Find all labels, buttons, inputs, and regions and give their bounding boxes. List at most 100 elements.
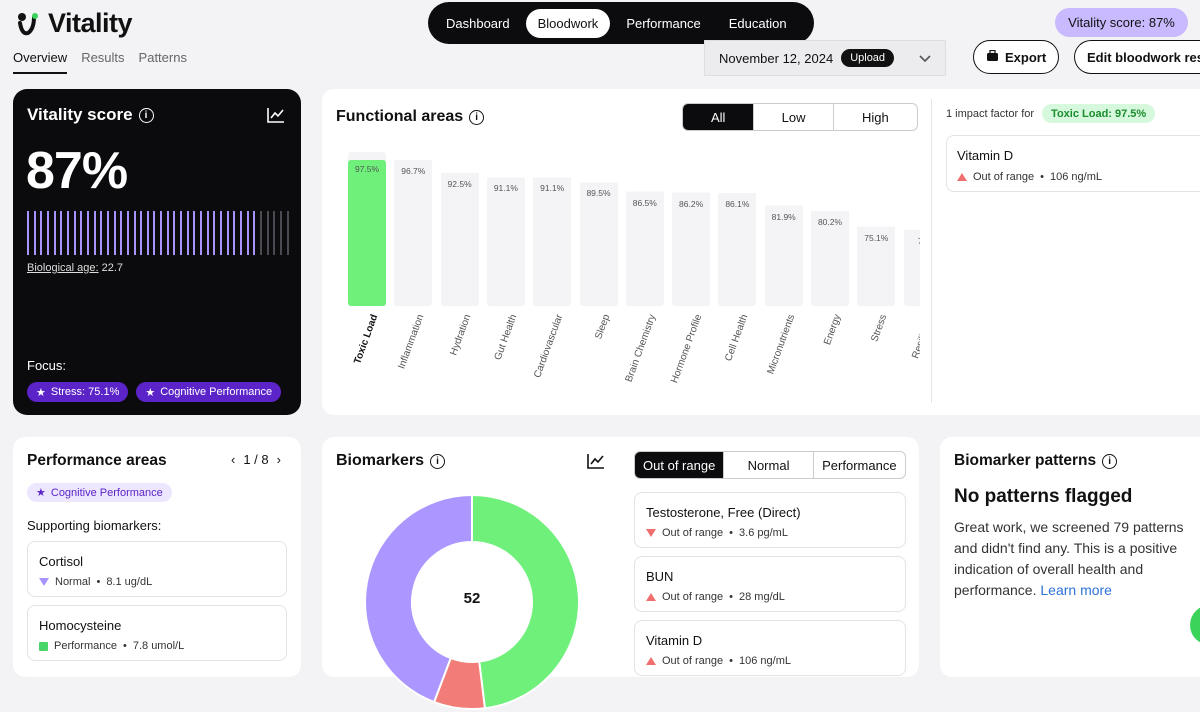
date-select[interactable]: November 12, 2024 Upload <box>704 40 946 76</box>
biomarker-meta: Out of range • 28 mg/dL <box>646 591 785 603</box>
bar-value-label: 96.7% <box>401 166 426 177</box>
biomarker-value: 3.6 pg/mL <box>739 527 788 539</box>
chat-launcher-icon[interactable] <box>1190 605 1200 645</box>
bar[interactable]: 86.2% <box>672 152 711 306</box>
factor-meta: Out of range • 106 ng/mL <box>957 171 1102 183</box>
bar-category-label: Energy <box>822 313 844 347</box>
bar[interactable]: 80.2% <box>811 152 849 306</box>
score-tick <box>53 211 56 255</box>
tab-patterns[interactable]: Patterns <box>138 50 187 65</box>
filter-all[interactable]: All <box>683 104 755 130</box>
bar-value-label: 92.5% <box>447 179 472 190</box>
patterns-heading: No patterns flagged <box>954 486 1133 507</box>
biomarker-filter: Out of range Normal Performance <box>634 451 906 479</box>
score-tick <box>253 211 256 255</box>
nav-bloodwork[interactable]: Bloodwork <box>525 8 611 38</box>
biomarker-row[interactable]: Vitamin D Out of range • 106 ng/mL <box>634 620 906 676</box>
bar-track[interactable]: 97.5% <box>348 152 386 306</box>
performance-tag-label: Cognitive Performance <box>50 486 163 499</box>
bar[interactable]: 86.5% <box>625 152 664 306</box>
performance-title: Performance areas <box>27 452 167 469</box>
bio-age-label[interactable]: Biological age: <box>27 262 99 274</box>
biomarker-name: Cortisol <box>39 554 84 569</box>
bar[interactable]: 81.9% <box>764 152 803 306</box>
biomarker-row[interactable]: Testosterone, Free (Direct) Out of range… <box>634 492 906 548</box>
tab-overview[interactable]: Overview <box>13 50 68 74</box>
brand-logo[interactable]: Vitality <box>14 8 133 39</box>
bar[interactable]: 91.1% <box>533 152 572 306</box>
biomarkers-title-text: Biomarkers <box>336 452 425 469</box>
score-tick <box>66 211 69 255</box>
bar-value-label: 86.5% <box>632 197 657 208</box>
info-icon[interactable]: i <box>430 453 446 469</box>
learn-more-link[interactable]: Learn more <box>1040 582 1112 598</box>
nav-dashboard[interactable]: Dashboard <box>446 15 510 31</box>
info-icon[interactable]: i <box>469 109 485 125</box>
patterns-title: Biomarker patterns i <box>954 452 1118 470</box>
focus-tag-label: Cognitive Performance <box>160 386 273 398</box>
factor-value: 106 ng/mL <box>1050 171 1102 183</box>
focus-tag-cognitive[interactable]: ★ Cognitive Performance <box>136 382 282 402</box>
score-tick <box>173 211 176 255</box>
info-icon[interactable]: i <box>138 107 154 123</box>
bar[interactable]: 91.1% <box>486 152 525 306</box>
bar-value-label: 81.9% <box>771 211 796 222</box>
bar-category-label: Cardiovascular <box>532 313 566 380</box>
bar[interactable]: 75.1% <box>857 152 896 306</box>
export-button[interactable]: Export <box>973 40 1060 74</box>
nav-performance[interactable]: Performance <box>626 15 701 31</box>
filter-high[interactable]: High <box>861 109 889 125</box>
bar-category-label: Gut Health <box>492 313 520 362</box>
tab-results[interactable]: Results <box>81 50 125 65</box>
info-icon[interactable]: i <box>1102 453 1118 469</box>
tab-out-of-range[interactable]: Out of range <box>635 452 725 478</box>
bar[interactable]: 86.1% <box>718 152 757 306</box>
vitality-title-text: Vitality score <box>27 105 133 124</box>
score-tick <box>80 211 83 255</box>
filter-low[interactable]: Low <box>754 104 834 130</box>
tab-normal[interactable]: Normal <box>724 452 814 478</box>
vitality-score-pill[interactable]: Vitality score: 87% <box>1055 8 1188 37</box>
donut-segment-performance[interactable] <box>364 493 473 704</box>
score-tick <box>113 211 116 255</box>
score-tick <box>279 211 282 255</box>
score-tick <box>126 211 129 255</box>
edit-bloodwork-button[interactable]: Edit bloodwork results <box>1074 40 1200 74</box>
functional-title-text: Functional areas <box>336 108 464 125</box>
score-tick <box>46 211 49 255</box>
bar[interactable]: 89.5% <box>579 152 618 306</box>
bullet: • <box>122 640 127 652</box>
star-icon: ★ <box>36 487 46 499</box>
performance-tag[interactable]: ★ Cognitive Performance <box>27 483 172 502</box>
biomarker-row-cortisol[interactable]: Cortisol Normal • 8.1 ug/dL <box>27 541 287 597</box>
chevron-left-icon[interactable]: ‹ <box>231 452 236 467</box>
score-tick <box>106 211 109 255</box>
bar[interactable]: 96.7% <box>394 152 433 306</box>
score-tick <box>233 211 236 255</box>
focus-tag-label: Stress: 75.1% <box>50 386 120 398</box>
impact-factor-row[interactable]: Vitamin D Out of range • 106 ng/mL <box>946 135 1200 192</box>
biomarker-row[interactable]: BUN Out of range • 28 mg/dL <box>634 556 906 612</box>
main-nav: Dashboard Bloodwork Performance Educatio… <box>428 2 814 44</box>
bar-value-label: 89.5% <box>586 188 611 199</box>
trend-chart-icon[interactable] <box>587 453 605 474</box>
score-tick <box>200 211 203 255</box>
pager-text: 1 / 8 <box>243 452 269 467</box>
score-tick <box>140 211 143 255</box>
nav-education[interactable]: Education <box>728 15 787 31</box>
impact-pill[interactable]: Toxic Load: 97.5% <box>1042 104 1156 123</box>
vitality-score-value: 87% <box>26 142 128 200</box>
score-tick <box>146 211 149 255</box>
upload-badge[interactable]: Upload <box>841 49 895 67</box>
tab-performance[interactable]: Performance <box>822 457 897 473</box>
bar[interactable]: 74 <box>903 152 920 306</box>
biomarker-status: Normal <box>55 576 91 588</box>
biomarker-row-homocysteine[interactable]: Homocysteine Performance • 7.8 umol/L <box>27 605 287 661</box>
bar-category-label: Cell Health <box>723 313 751 363</box>
bar[interactable]: 92.5% <box>440 152 479 306</box>
biomarkers-card: Biomarkers i 52 Out of range Normal Perf… <box>322 437 919 710</box>
focus-tag-stress[interactable]: ★ Stress: 75.1% <box>27 382 129 402</box>
edit-bloodwork-clip: Edit bloodwork results <box>1074 40 1200 76</box>
trend-chart-icon[interactable] <box>267 107 285 128</box>
chevron-right-icon[interactable]: › <box>276 452 281 467</box>
